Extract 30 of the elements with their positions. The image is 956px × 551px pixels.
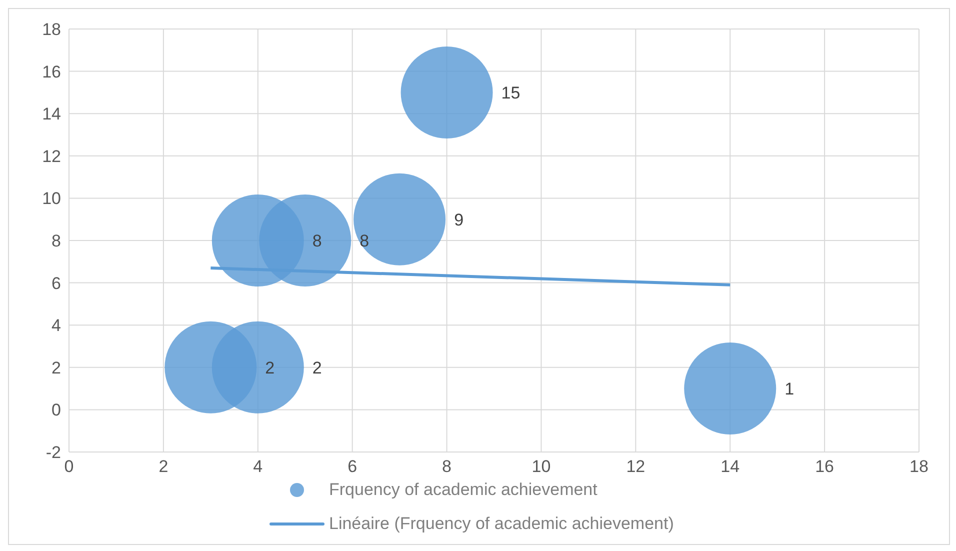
y-tick-label: 12	[42, 146, 61, 166]
x-tick-label: 18	[910, 457, 928, 476]
data-label: 15	[501, 83, 520, 102]
y-tick-label: 10	[42, 189, 61, 208]
x-tick-label: 6	[348, 457, 358, 476]
y-tick-label: 8	[52, 232, 61, 251]
x-tick-label: 10	[532, 457, 551, 476]
y-tick-label: 14	[42, 104, 61, 124]
x-tick-label: 2	[158, 457, 168, 476]
legend-label: Linéaire (Frquency of academic achievement)	[329, 514, 674, 534]
x-tick-label: 8	[442, 457, 452, 476]
legend-label: Frquency of academic achievement	[329, 480, 598, 500]
data-label: 2	[265, 358, 275, 378]
x-tick-label: 12	[626, 457, 646, 476]
x-tick-label: 4	[253, 457, 263, 476]
y-tick-label: 0	[52, 400, 61, 420]
y-tick-label: 4	[52, 316, 61, 336]
x-tick-label: 16	[815, 457, 834, 476]
data-label: 8	[360, 232, 370, 251]
data-label: 8	[312, 232, 322, 251]
data-label: 9	[454, 210, 464, 230]
y-tick-label: -2	[46, 443, 61, 462]
x-tick-label: 14	[720, 457, 740, 476]
data-label: 2	[312, 358, 322, 378]
y-tick-label: 18	[42, 20, 61, 40]
x-tick-label: 0	[64, 457, 74, 476]
y-tick-label: 6	[52, 274, 61, 293]
y-tick-label: 2	[52, 358, 61, 378]
data-label: 1	[784, 380, 794, 399]
y-tick-label: 16	[42, 62, 61, 82]
